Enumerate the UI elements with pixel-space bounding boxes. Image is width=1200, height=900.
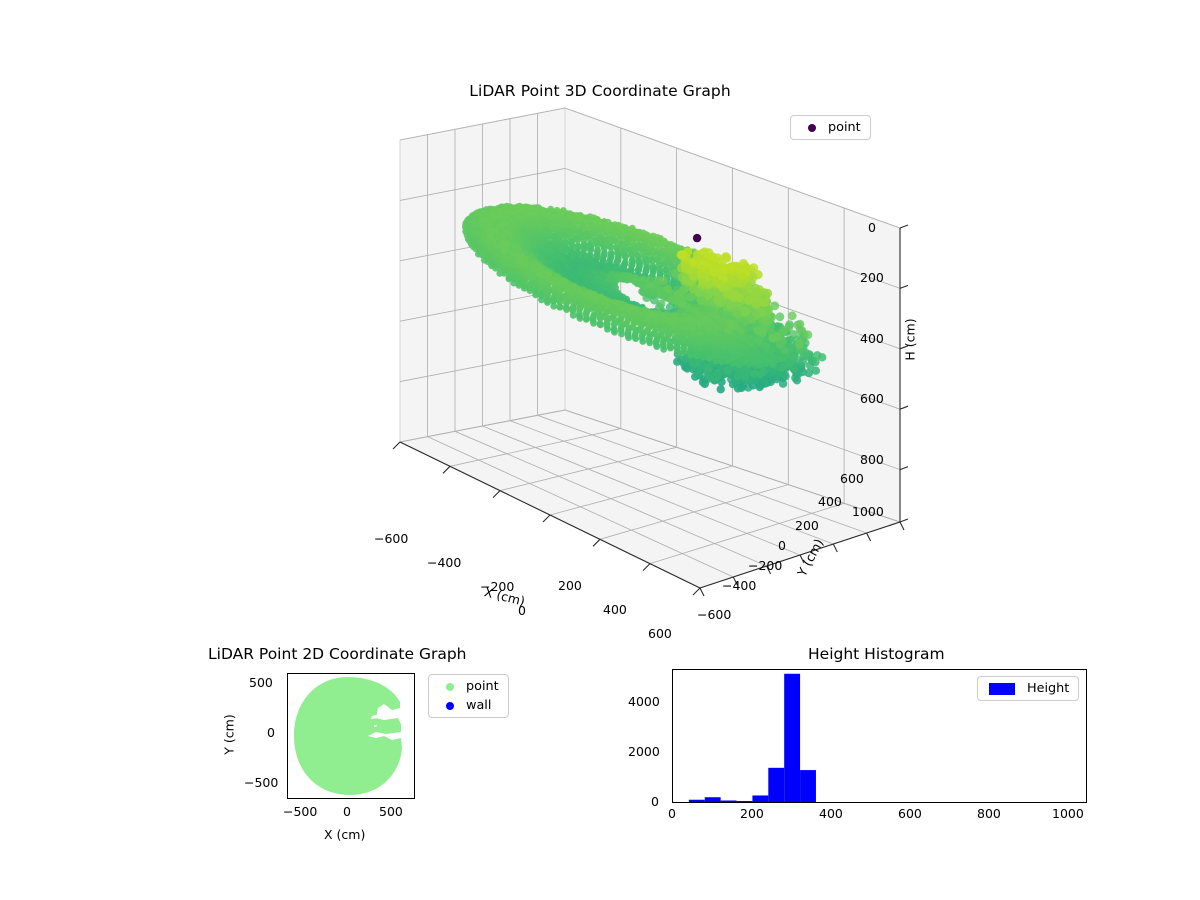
plot3d-ytick-5: 400 [818, 494, 842, 509]
plot3d-xtick-0: −600 [374, 531, 409, 546]
lidar-point-cloud [462, 202, 827, 394]
histogram-title: Height Histogram [808, 645, 945, 663]
plot3d-ztick-4: 800 [860, 452, 884, 467]
legend-item-point: point [798, 120, 861, 135]
plot3d-ztick-5: 1000 [852, 504, 884, 519]
plot3d-axes[interactable] [300, 107, 940, 650]
hist-xtick-2: 400 [819, 806, 843, 821]
legend-label-wall-2d: wall [466, 698, 492, 713]
point-cloud-2d [294, 677, 402, 795]
plot3d-xtick-4: 200 [558, 578, 582, 593]
wall-marker-icon [446, 701, 454, 710]
legend-label-point: point [828, 120, 861, 135]
plot2d-xlabel: X (cm) [324, 827, 366, 842]
hist-ytick-1: 2000 [628, 744, 660, 759]
legend-item-height: Height [985, 681, 1069, 696]
histogram-bar [768, 767, 785, 802]
plot3d-title: LiDAR Point 3D Coordinate Graph [469, 82, 731, 100]
histogram-bar [704, 797, 721, 802]
plot2d-xtick-1: 0 [343, 804, 351, 819]
hist-xtick-4: 800 [977, 806, 1001, 821]
plot3d-xtick-5: 400 [603, 602, 627, 617]
hist-xtick-3: 600 [898, 806, 922, 821]
plot2d-title: LiDAR Point 2D Coordinate Graph [208, 645, 467, 663]
histogram-bar [688, 799, 705, 802]
histogram-bar [720, 800, 737, 802]
plot3d-xtick-1: −400 [427, 555, 462, 570]
plot2d-ytick-1: 0 [267, 725, 275, 740]
plot3d-ytick-0: −600 [697, 607, 732, 622]
plot2d-ytick-0: 500 [249, 675, 273, 690]
histogram-bar [752, 795, 769, 802]
legend-item-point-2d: point [436, 679, 499, 694]
plot3d-ytick-4: 200 [795, 518, 819, 533]
point-disc [294, 677, 402, 795]
plot3d-xtick-6: 600 [648, 626, 672, 641]
plot3d-ztick-2: 400 [860, 331, 884, 346]
plot2d-axes[interactable] [287, 673, 415, 799]
point-disc-gap-a [371, 714, 380, 719]
plot3d-ytick-1: −400 [722, 578, 757, 593]
plot3d-legend: point [790, 115, 871, 140]
point-marker-icon [446, 682, 454, 691]
histogram-bar [736, 800, 753, 802]
histogram-bar [800, 770, 816, 802]
histogram-legend: Height [977, 676, 1080, 701]
plot2d-ytick-2: −500 [244, 775, 279, 790]
legend-label-point-2d: point [466, 679, 499, 694]
plot3d-xtick-3: 0 [518, 603, 526, 618]
plot2d-xtick-0: −500 [283, 804, 318, 819]
plot2d-xtick-2: 500 [379, 804, 403, 819]
plot3d-ytick-6: 600 [840, 471, 864, 486]
histogram-bar [784, 673, 801, 802]
plot3d-zlabel: H (cm) [902, 318, 918, 361]
hist-xtick-5: 1000 [1052, 806, 1084, 821]
axis-ticks [392, 224, 909, 597]
plot3d-ztick-1: 200 [860, 270, 884, 285]
plot2d-ylabel: Y (cm) [221, 714, 237, 755]
plot3d-ztick-3: 600 [860, 391, 884, 406]
plot3d-xtick-2: −200 [480, 579, 515, 594]
hist-ytick-2: 4000 [628, 694, 660, 709]
point-disc-gap-b [374, 725, 377, 727]
plot3d-ztick-0: 0 [868, 220, 876, 235]
hist-xtick-1: 200 [740, 806, 764, 821]
legend-label-height: Height [1027, 681, 1070, 696]
plot3d-ytick-3: 0 [778, 538, 786, 553]
plot3d-ytick-2: −200 [748, 558, 783, 573]
point-marker-icon [808, 123, 816, 132]
hist-xtick-0: 0 [668, 806, 676, 821]
height-bar-icon [989, 682, 1015, 695]
legend-item-wall-2d: wall [436, 698, 499, 713]
hist-ytick-0: 0 [651, 794, 659, 809]
plot2d-legend: point wall [428, 674, 509, 718]
